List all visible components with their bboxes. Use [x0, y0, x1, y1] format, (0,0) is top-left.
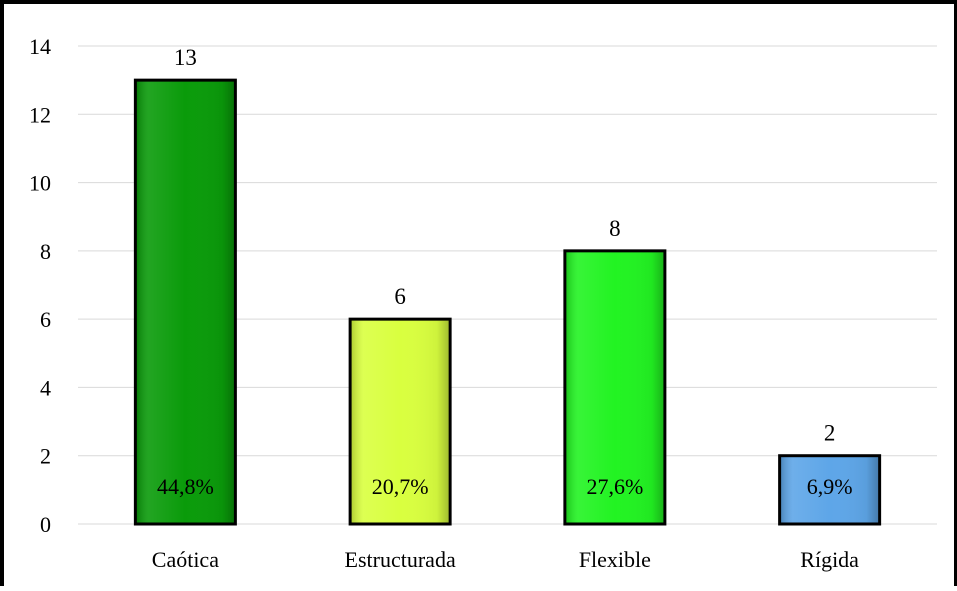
- y-tick-label: 8: [40, 239, 51, 264]
- y-tick-label: 4: [40, 375, 51, 400]
- bar-value-label: 6: [394, 284, 406, 309]
- y-tick-label: 6: [40, 307, 51, 332]
- x-category-label: Flexible: [579, 547, 651, 572]
- bar-percent-label: 20,7%: [372, 474, 429, 499]
- y-tick-label: 14: [29, 34, 51, 59]
- bar-bevel-shade: [781, 457, 879, 523]
- bar-bevel-shade: [351, 320, 449, 523]
- y-tick-label: 12: [29, 102, 51, 127]
- bar-percent-label: 6,9%: [807, 474, 853, 499]
- bar-value-label: 8: [609, 216, 621, 241]
- bar-percent-label: 44,8%: [157, 474, 214, 499]
- bar-group: 2 6,9%: [778, 421, 882, 526]
- bar-percent-label: 27,6%: [586, 474, 643, 499]
- bars: 13 44,8% 6 20,7% 8 27,6% 2 6,9%: [133, 45, 882, 526]
- y-axis-ticks: 0 2 4 6 8 10 12 14: [29, 34, 51, 537]
- x-category-label: Rígida: [800, 547, 859, 572]
- bar-bevel-shade: [136, 81, 234, 523]
- bar-bevel-shade: [566, 252, 664, 523]
- bar-value-label: 13: [174, 45, 197, 70]
- y-tick-label: 0: [40, 512, 51, 537]
- x-axis-labels: Caótica Estructurada Flexible Rígida: [152, 547, 859, 572]
- bar-chart: 0 2 4 6 8 10 12 14 13 44,8% 6 20,7% 8 27,6% 2 6,9% Caó…: [29, 34, 937, 572]
- y-tick-label: 2: [40, 444, 51, 469]
- bar-group: 8 27,6%: [563, 216, 667, 526]
- bar-group: 6 20,7%: [348, 284, 452, 526]
- x-category-label: Caótica: [152, 547, 219, 572]
- x-category-label: Estructurada: [345, 547, 456, 572]
- bar-value-label: 2: [824, 421, 836, 446]
- bar-group: 13 44,8%: [133, 45, 237, 526]
- y-tick-label: 10: [29, 171, 51, 196]
